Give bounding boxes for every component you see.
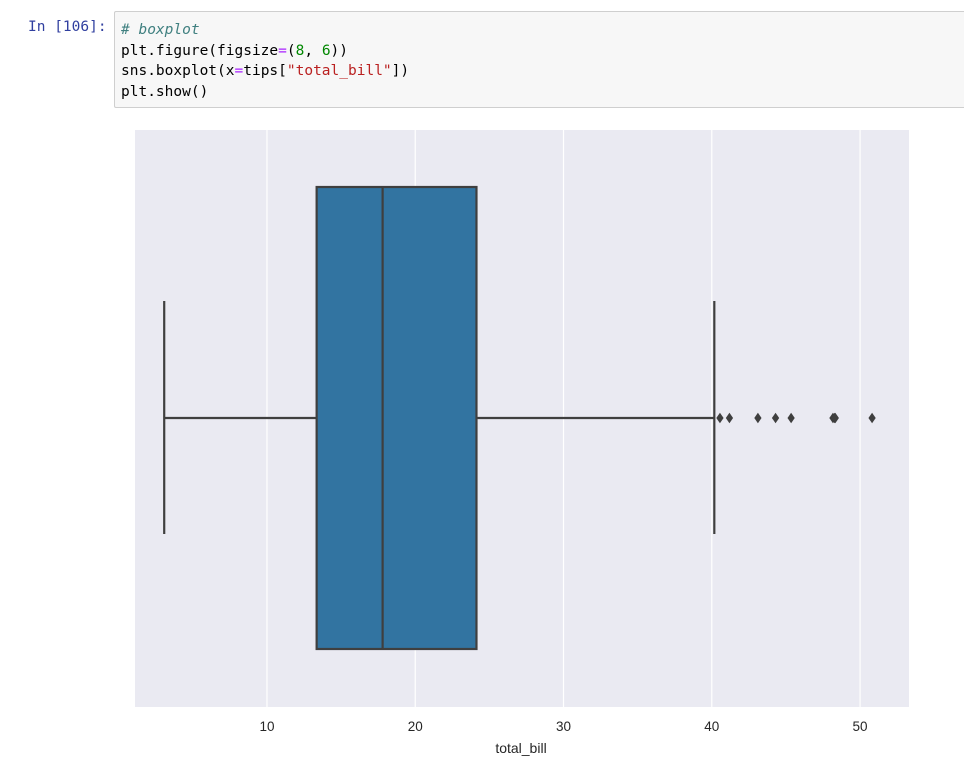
boxplot-box-group: [163, 185, 716, 651]
code-token: =: [234, 63, 244, 79]
outlier-point: [754, 412, 762, 424]
outlier-point: [725, 412, 734, 424]
code-line: plt.show(): [121, 82, 409, 103]
x-tick-label: 50: [853, 719, 868, 734]
code-token: =: [278, 42, 287, 59]
code-token: # boxplot: [121, 22, 200, 38]
code-token: (: [286, 42, 296, 59]
code-token: ,: [304, 42, 322, 59]
code-line: # boxplot: [121, 20, 409, 41]
code-token: )): [330, 42, 349, 59]
boxplot-chart: 10 20 30 40 50 total_bill: [135, 130, 909, 756]
x-axis-label: total_bill: [495, 740, 546, 756]
outlier-point: [716, 412, 724, 424]
outlier-points: [716, 412, 876, 424]
x-tick-label: 20: [408, 719, 423, 734]
code-token: tips[: [243, 63, 287, 79]
x-tick-label: 40: [704, 719, 719, 734]
x-tick-labels: 10 20 30 40 50: [259, 719, 867, 734]
code-token: plt.show(): [121, 83, 209, 100]
code-token: sns.boxplot(x: [121, 63, 235, 79]
code-line: plt.figure(figsize=(8, 6)): [121, 41, 409, 62]
outlier-point: [771, 412, 780, 424]
code-token: ]): [391, 63, 410, 79]
code-token: "total_bill": [286, 63, 392, 79]
code-token: 6: [321, 42, 331, 59]
cell-prompt: In [106]:: [28, 19, 107, 35]
iqr-box: [315, 185, 478, 651]
outlier-point: [787, 412, 795, 424]
code-line: sns.boxplot(x=tips["total_bill"]): [121, 61, 409, 82]
x-tick-label: 30: [556, 719, 571, 734]
code-editor[interactable]: # boxplot plt.figure(figsize=(8, 6)) sns.b…: [121, 20, 409, 102]
code-input-area[interactable]: # boxplot plt.figure(figsize=(8, 6)) sns.b…: [114, 11, 964, 108]
cell-output-area: 10 20 30 40 50 total_bill: [114, 118, 964, 779]
code-token: 8: [295, 42, 305, 59]
outlier-point: [831, 412, 839, 424]
outlier-point: [868, 412, 876, 424]
code-token: plt.figure(figsize: [121, 42, 279, 59]
x-tick-label: 10: [259, 719, 274, 734]
